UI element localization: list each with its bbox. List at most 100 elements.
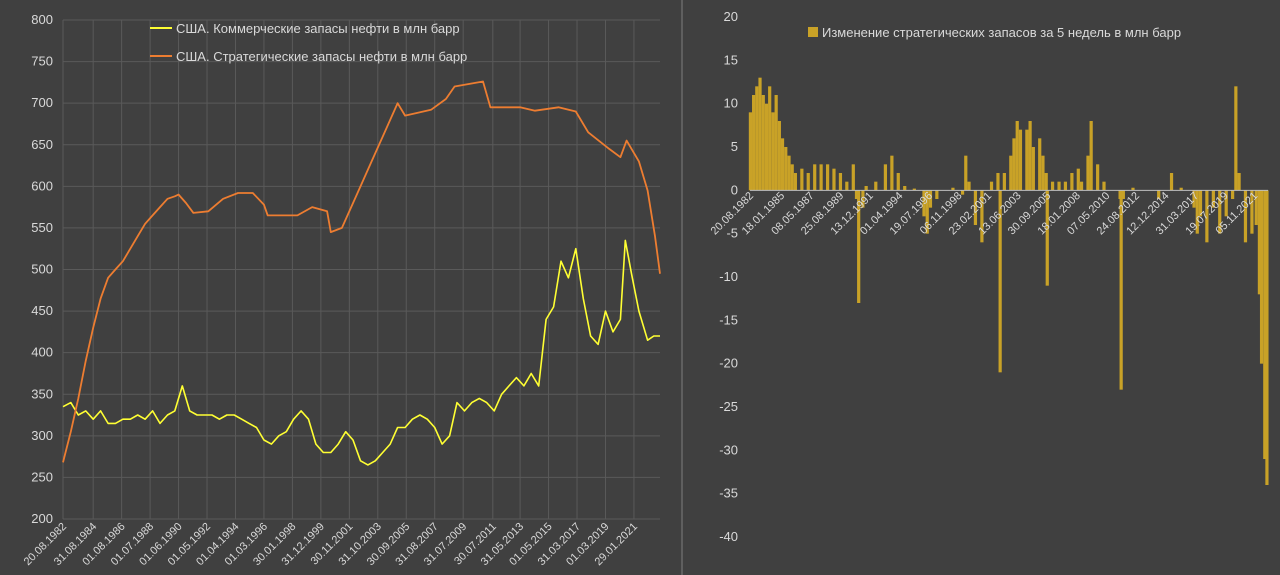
change-bar [1050,181,1055,191]
change-bar [813,164,817,191]
change-bar [1102,181,1106,191]
right-y-tick-label: 10 [724,96,738,111]
right-y-tick-label: -10 [719,269,738,284]
change-bar [780,138,785,191]
left-x-axis-labels: 20.08.198231.08.198401.08.198601.07.1988… [22,521,640,568]
change-bar [1254,190,1258,225]
change-bar [1070,173,1074,191]
change-bar [1259,190,1264,364]
change-bar [845,181,849,191]
change-bar [768,86,772,191]
left-y-tick-label: 200 [31,511,53,526]
change-bar [825,164,830,191]
right-y-tick-label: 5 [731,139,738,154]
right-y-tick-label: -25 [719,399,738,414]
change-bar [1265,190,1269,486]
change-bar [1157,190,1161,199]
change-bar [960,190,965,195]
left-y-tick-label: 800 [31,12,53,27]
change-bar [784,147,788,191]
left-legend: США. Коммерческие запасы нефти в млн бар… [150,21,467,64]
right-y-tick-label: -15 [719,312,738,327]
change-bar [1086,155,1090,191]
legend-label-strategic: США. Стратегические запасы нефти в млн б… [176,49,467,64]
left-grid [62,19,660,520]
change-bar [1119,190,1123,390]
right-y-tick-label: -5 [726,226,738,241]
change-bar [903,186,907,191]
change-bar [819,164,823,191]
change-bar [764,103,769,191]
change-bar [1031,147,1035,191]
change-bar [771,112,775,191]
change-bar [883,164,888,191]
right-y-tick-label: -35 [719,486,738,501]
change-bar [1195,190,1199,234]
change-bar [1211,190,1215,208]
change-bar [1044,173,1048,191]
change-bar [793,173,797,191]
change-bar [1205,190,1209,243]
change-bar [874,181,878,191]
change-bar [896,173,900,191]
left-y-tick-label: 600 [31,178,53,193]
change-bar [1131,187,1135,191]
right-x-axis-labels: 20.08.198218.01.198508.05.198725.08.1989… [709,190,1261,237]
change-bar [967,181,971,191]
change-bar [787,155,791,191]
left-y-tick-label: 250 [31,469,53,484]
change-bar [864,186,868,191]
change-bar [752,95,756,191]
left-y-tick-label: 400 [31,345,53,360]
change-bar [1257,190,1262,295]
right-y-tick-label: 0 [731,182,738,197]
right-chart-change: -40 -35 -30 -25 -20 -15 -10 -5 0 5 10 15 20 20.08.19… [709,9,1269,544]
change-bar [1025,129,1029,191]
change-bar [1041,155,1045,191]
right-y-tick-label: -30 [719,442,738,457]
change-bar [1224,190,1228,217]
change-bar [1018,129,1023,191]
change-bar [989,181,994,191]
right-y-tick-label: 15 [724,52,738,67]
left-y-tick-label: 350 [31,386,53,401]
change-bar [1250,190,1254,234]
right-y-tick-label: -20 [719,356,738,371]
change-bar [854,190,859,199]
change-bar [832,168,836,191]
left-y-tick-label: 700 [31,95,53,110]
left-y-tick-label: 300 [31,428,53,443]
change-bar [951,187,955,191]
change-bar [1089,121,1093,191]
change-bar [1243,190,1248,243]
change-bar [748,112,753,191]
change-bar [1237,173,1241,191]
left-y-axis-labels: 200 250 300 350 400 450 500 550 600 650 700 750 800 [31,12,53,526]
left-y-tick-label: 500 [31,262,53,277]
change-bar [1231,190,1235,199]
legend-label-change: Изменение стратегических запасов за 5 не… [822,25,1181,40]
change-bar [1198,190,1203,217]
change-bar [998,190,1002,373]
change-bar [1234,86,1238,191]
change-bar [1015,121,1019,191]
change-bar [800,168,804,191]
change-bar [1263,190,1267,460]
change-bar [890,155,894,191]
change-bar [1045,190,1049,286]
change-bar [964,155,968,191]
change-bar [1218,190,1222,234]
change-bar [851,164,855,191]
change-bar [1038,138,1042,191]
change-bar [755,86,759,191]
right-y-tick-label: 20 [724,9,738,24]
change-bar [1063,181,1068,191]
change-bar [790,164,794,191]
change-bar [1002,173,1006,191]
left-y-tick-label: 650 [31,137,53,152]
change-bar [1079,181,1084,191]
change-bar [774,95,778,191]
left-y-tick-label: 450 [31,303,53,318]
change-bar [857,190,861,303]
